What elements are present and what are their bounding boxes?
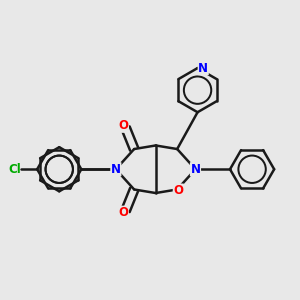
Text: O: O: [173, 184, 183, 197]
Text: O: O: [118, 206, 128, 219]
Text: N: N: [198, 61, 208, 75]
Text: Cl: Cl: [9, 163, 21, 176]
Text: O: O: [118, 119, 128, 132]
Text: N: N: [190, 163, 200, 176]
Text: N: N: [111, 163, 121, 176]
